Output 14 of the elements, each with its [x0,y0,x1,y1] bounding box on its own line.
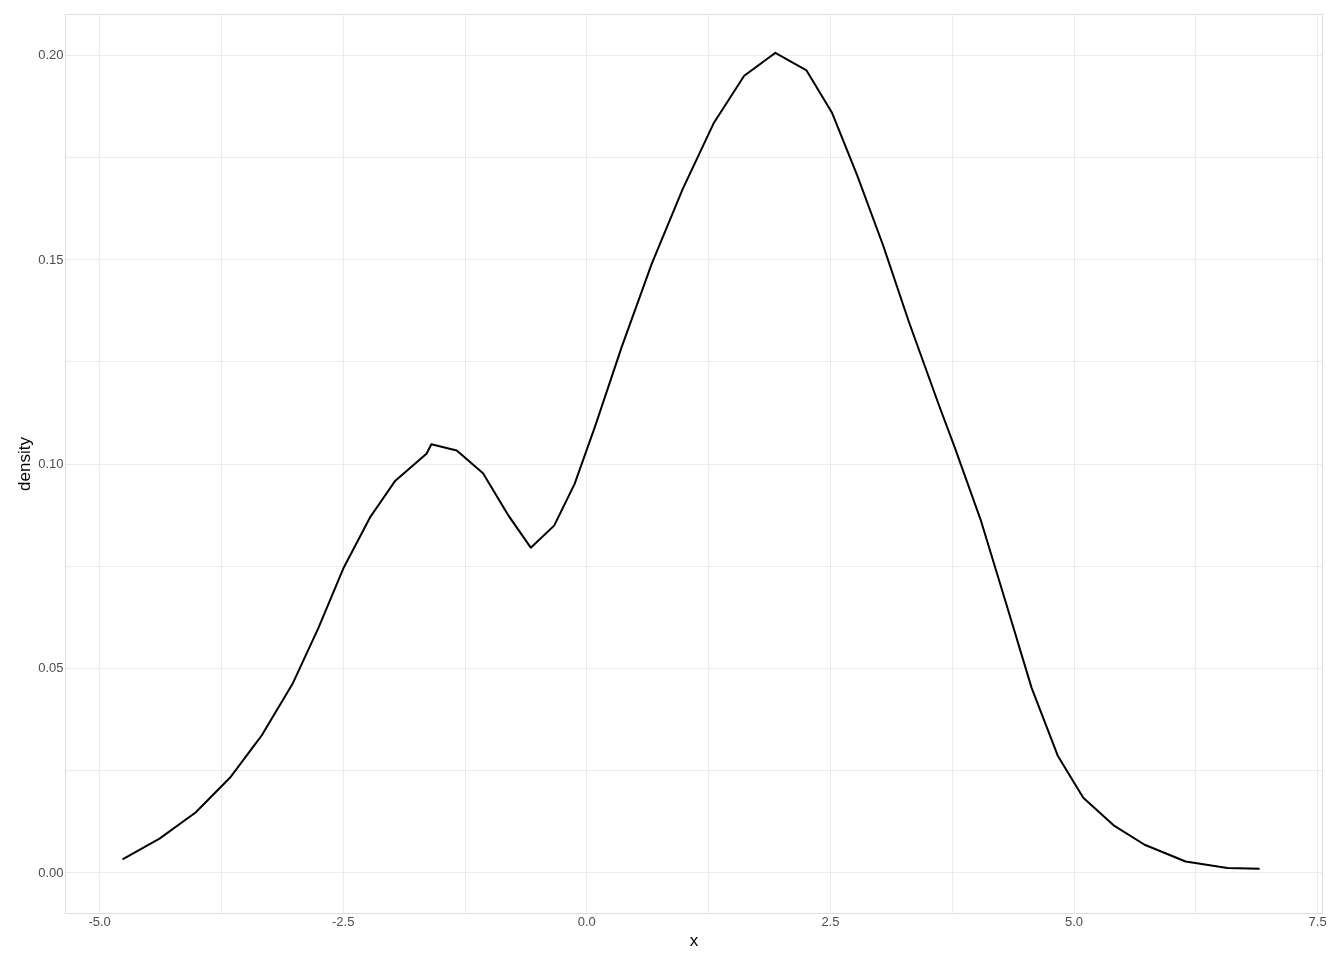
y-axis-title: density [15,436,35,491]
y-tick-label: 0.00 [38,864,64,880]
y-tick-label: 0.05 [38,660,64,676]
y-tick-label: 0.10 [38,456,64,471]
x-axis-title: x [689,930,699,950]
y-tick-label: 0.20 [38,47,64,63]
x-tick-label: 5.0 [1064,913,1084,929]
y-tick-label: 0.15 [38,251,64,267]
x-tick-label: -5.0 [88,913,111,929]
line-series [121,51,1261,870]
x-tick-label: 7.5 [1308,913,1327,929]
x-tick-label: 2.5 [821,913,840,929]
x-tick-label: -2.5 [332,913,355,929]
x-tick-label: 0.0 [577,913,596,929]
